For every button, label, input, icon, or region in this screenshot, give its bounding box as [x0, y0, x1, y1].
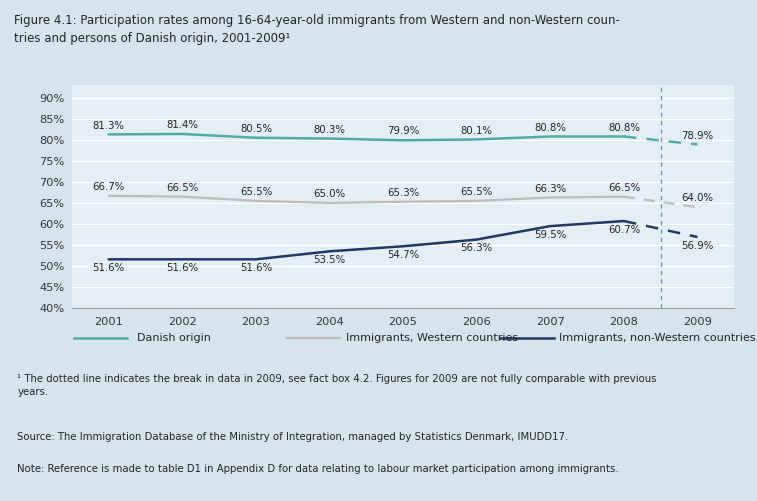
Text: 80.8%: 80.8%: [534, 123, 566, 133]
Text: 51.6%: 51.6%: [240, 263, 272, 273]
Text: 56.3%: 56.3%: [461, 243, 493, 254]
Text: Immigrants, non-Western countries: Immigrants, non-Western countries: [559, 333, 755, 343]
Text: 78.9%: 78.9%: [681, 131, 714, 141]
Text: 64.0%: 64.0%: [681, 193, 714, 203]
Text: 51.6%: 51.6%: [92, 263, 125, 273]
Text: 51.6%: 51.6%: [167, 263, 198, 273]
Text: Danish origin: Danish origin: [137, 333, 211, 343]
Text: 54.7%: 54.7%: [387, 250, 419, 260]
Text: Figure 4.1: Participation rates among 16-64-year-old immigrants from Western and: Figure 4.1: Participation rates among 16…: [14, 14, 619, 46]
Text: 65.3%: 65.3%: [387, 188, 419, 198]
Text: 56.9%: 56.9%: [681, 241, 714, 251]
Text: 59.5%: 59.5%: [534, 230, 566, 240]
Text: 60.7%: 60.7%: [608, 225, 640, 235]
Text: 80.3%: 80.3%: [313, 125, 345, 135]
Text: 66.5%: 66.5%: [608, 183, 640, 193]
Text: 66.5%: 66.5%: [167, 183, 198, 193]
Text: Source: The Immigration Database of the Ministry of Integration, managed by Stat: Source: The Immigration Database of the …: [17, 432, 569, 442]
Text: 53.5%: 53.5%: [313, 255, 345, 265]
Text: Immigrants, Western countries: Immigrants, Western countries: [346, 333, 518, 343]
Text: 81.3%: 81.3%: [93, 121, 125, 131]
Text: 80.5%: 80.5%: [240, 124, 272, 134]
Text: 66.3%: 66.3%: [534, 184, 566, 194]
Text: 80.1%: 80.1%: [461, 126, 493, 136]
Text: 65.0%: 65.0%: [313, 189, 345, 199]
Text: 80.8%: 80.8%: [608, 123, 640, 133]
Text: 65.5%: 65.5%: [460, 187, 493, 197]
Text: ¹ The dotted line indicates the break in data in 2009, see fact box 4.2. Figures: ¹ The dotted line indicates the break in…: [17, 374, 657, 397]
Text: 65.5%: 65.5%: [240, 187, 272, 197]
Text: Note: Reference is made to table D1 in Appendix D for data relating to labour ma: Note: Reference is made to table D1 in A…: [17, 464, 619, 474]
Text: 79.9%: 79.9%: [387, 126, 419, 136]
Text: 81.4%: 81.4%: [167, 120, 198, 130]
Text: 66.7%: 66.7%: [92, 182, 125, 192]
